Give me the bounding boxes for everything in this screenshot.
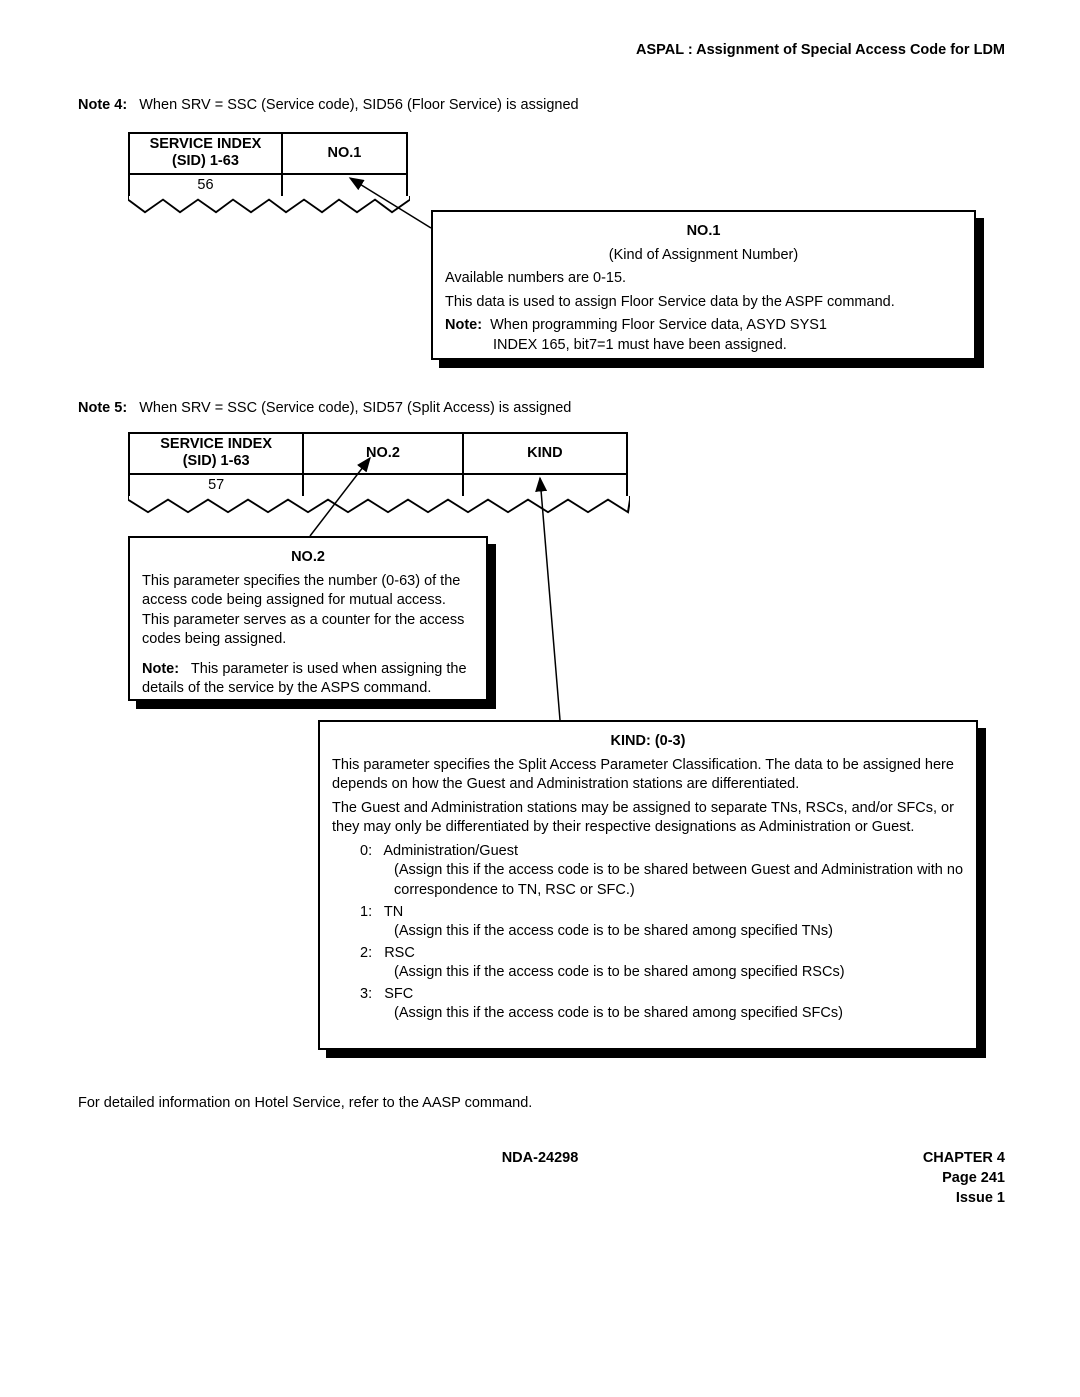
note4-val2 — [282, 174, 407, 197]
kind-title: KIND: (0-3) — [332, 732, 964, 752]
note4-text: When SRV = SSC (Service code), SID56 (Fl… — [139, 97, 578, 113]
note5-label: Note 5: — [78, 400, 127, 416]
no1-note-l2: INDEX 165, bit7=1 must have been assigne… — [493, 337, 787, 353]
no1-line1: Available numbers are 0-15. — [445, 269, 962, 289]
footer-page: Page 241 — [820, 1170, 1005, 1186]
kind-p2: The Guest and Administration stations ma… — [332, 799, 964, 838]
footer-issue: Issue 1 — [820, 1190, 1005, 1206]
kind-item-0-d: (Assign this if the access code is to be… — [394, 862, 963, 898]
note5-col1: SERVICE INDEX (SID) 1-63 — [129, 433, 303, 474]
kind-list: 0: Administration/Guest (Assign this if … — [360, 842, 964, 1024]
note4-line: Note 4: When SRV = SSC (Service code), S… — [78, 97, 579, 113]
kind-item-1-t: TN — [384, 904, 403, 920]
footer-chapter: CHAPTER 4 — [820, 1150, 1005, 1166]
no2-title: NO.2 — [142, 548, 474, 568]
kind-item-2: 2: RSC (Assign this if the access code i… — [360, 944, 964, 983]
note4-val1: 56 — [129, 174, 282, 197]
note4-col1: SERVICE INDEX (SID) 1-63 — [129, 133, 282, 174]
no1-note-lead: Note: — [445, 317, 482, 333]
no2-p1: This parameter specifies the number (0-6… — [142, 572, 474, 650]
tail-text: For detailed information on Hotel Servic… — [78, 1095, 978, 1111]
no1-note-l1: When programming Floor Service data, ASY… — [490, 317, 827, 333]
no2-note-text: This parameter is used when assigning th… — [142, 661, 467, 697]
note4-table: SERVICE INDEX (SID) 1-63 NO.1 56 — [128, 132, 408, 198]
note5-col3: KIND — [463, 433, 627, 474]
note5-torn-edge — [128, 496, 630, 514]
kind-item-3-n: 3: — [360, 986, 372, 1002]
kind-item-0: 0: Administration/Guest (Assign this if … — [360, 842, 964, 901]
kind-item-3-t: SFC — [384, 986, 413, 1002]
no1-box: NO.1 (Kind of Assignment Number) Availab… — [431, 210, 976, 360]
note5-table: SERVICE INDEX (SID) 1-63 NO.2 KIND 57 — [128, 432, 628, 498]
note4-col1-l1: SERVICE INDEX — [136, 136, 275, 153]
note4-col2: NO.1 — [282, 133, 407, 174]
note5-col1-l2: (SID) 1-63 — [136, 453, 296, 470]
no1-title: NO.1 — [445, 222, 962, 242]
note5-col2: NO.2 — [303, 433, 462, 474]
kind-item-0-n: 0: — [360, 843, 372, 859]
note5-text: When SRV = SSC (Service code), SID57 (Sp… — [139, 400, 571, 416]
note5-val2 — [303, 474, 462, 497]
kind-item-3: 3: SFC (Assign this if the access code i… — [360, 985, 964, 1024]
no2-note: Note: This parameter is used when assign… — [142, 660, 474, 699]
kind-item-2-d: (Assign this if the access code is to be… — [394, 964, 845, 980]
no1-line2: This data is used to assign Floor Servic… — [445, 293, 962, 313]
kind-item-1: 1: TN (Assign this if the access code is… — [360, 903, 964, 942]
note4-col1-l2: (SID) 1-63 — [136, 153, 275, 170]
kind-item-3-d: (Assign this if the access code is to be… — [394, 1005, 843, 1021]
note4-label: Note 4: — [78, 97, 127, 113]
no1-note: Note: When programming Floor Service dat… — [445, 316, 962, 355]
note4-torn-edge — [128, 196, 410, 214]
note5-val3 — [463, 474, 627, 497]
page-header-title: ASPAL : Assignment of Special Access Cod… — [455, 42, 1005, 58]
kind-item-0-t: Administration/Guest — [383, 843, 518, 859]
note5-line: Note 5: When SRV = SSC (Service code), S… — [78, 400, 571, 416]
kind-p1: This parameter specifies the Split Acces… — [332, 756, 964, 795]
kind-item-2-t: RSC — [384, 945, 415, 961]
no2-note-lead: Note: — [142, 661, 179, 677]
note5-val1: 57 — [129, 474, 303, 497]
kind-item-1-d: (Assign this if the access code is to be… — [394, 923, 833, 939]
kind-item-2-n: 2: — [360, 945, 372, 961]
kind-box: KIND: (0-3) This parameter specifies the… — [318, 720, 978, 1050]
no2-box: NO.2 This parameter specifies the number… — [128, 536, 488, 701]
kind-item-1-n: 1: — [360, 904, 372, 920]
no1-subtitle: (Kind of Assignment Number) — [445, 246, 962, 266]
note5-col1-l1: SERVICE INDEX — [136, 436, 296, 453]
